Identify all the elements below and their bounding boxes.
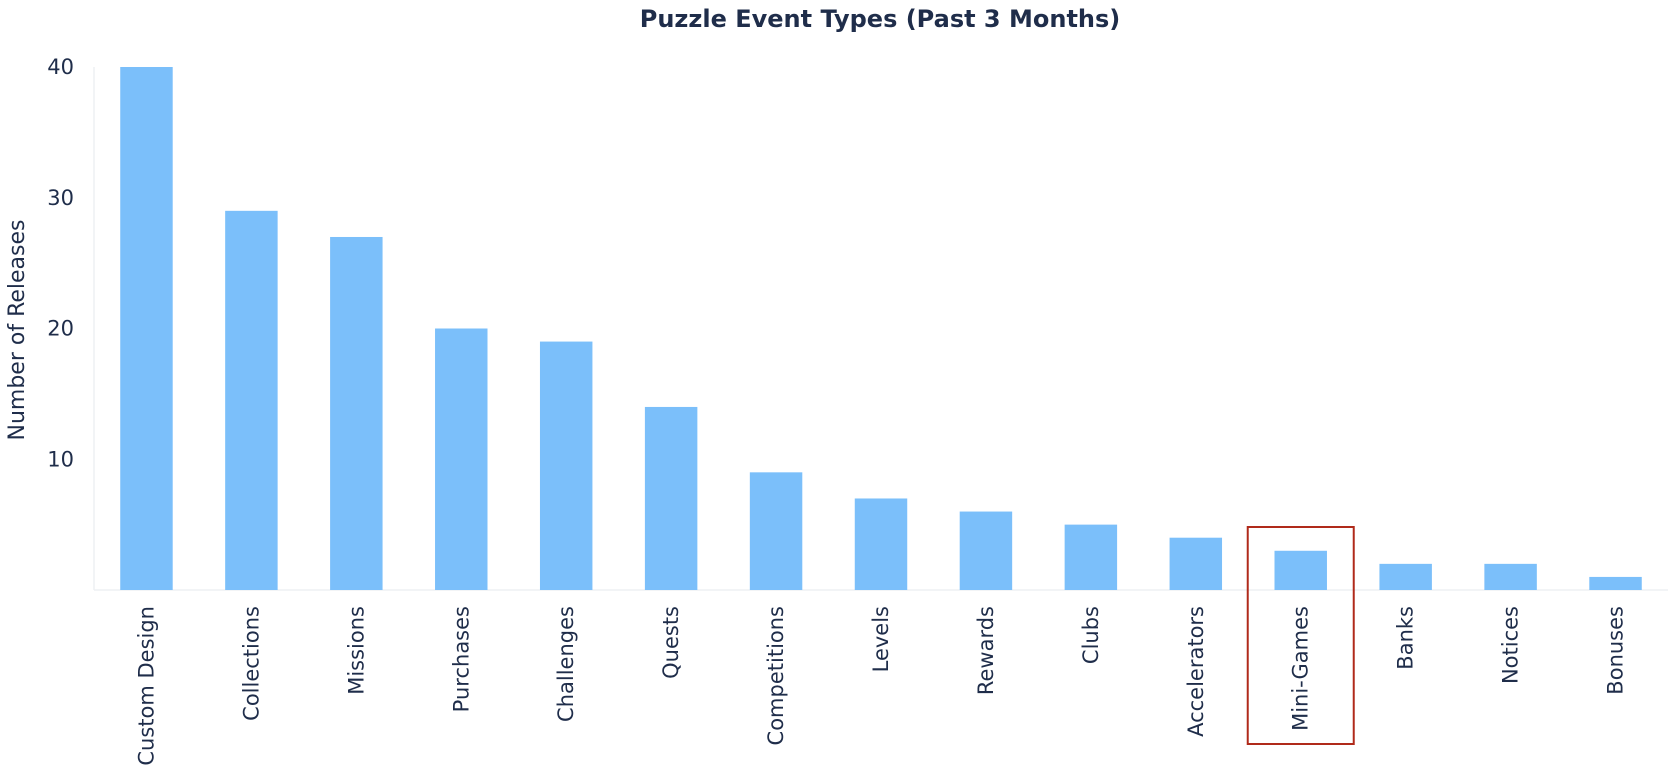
- bar: [1379, 563, 1432, 590]
- x-tick-label: Rewards: [974, 606, 998, 695]
- bar: [644, 406, 698, 590]
- bar: [959, 511, 1013, 590]
- x-tick-label: Custom Design: [134, 606, 158, 766]
- category-labels: Custom Design Collections Missions Purchase…: [134, 606, 1627, 766]
- y-tick-label: 30: [47, 186, 74, 210]
- y-tick-label: 40: [47, 55, 74, 79]
- x-tick-label: Notices: [1499, 606, 1523, 684]
- highlight-box: [1246, 526, 1355, 745]
- x-tick-label: Levels: [869, 606, 893, 672]
- bar: [120, 67, 173, 590]
- y-axis-label: Number of Releases: [5, 220, 30, 441]
- y-axis-ticks: 10 20 30 40: [47, 55, 74, 471]
- bar: [225, 210, 278, 590]
- x-tick-label: Challenges: [554, 606, 578, 722]
- y-tick-label: 20: [47, 317, 74, 341]
- bar: [1274, 550, 1327, 590]
- x-tick-label: Missions: [344, 606, 368, 695]
- x-tick-label: Quests: [659, 606, 683, 679]
- bars: [120, 67, 1642, 590]
- y-tick-label: 10: [47, 447, 74, 471]
- bar: [539, 341, 593, 590]
- x-tick-label: Competitions: [764, 606, 788, 745]
- bar: [330, 236, 383, 590]
- bar: [435, 328, 488, 590]
- bar: [749, 472, 803, 590]
- x-tick-label: Banks: [1394, 606, 1418, 670]
- chart-title: Puzzle Event Types (Past 3 Months): [640, 5, 1121, 33]
- bar: [1589, 576, 1642, 590]
- x-tick-label: Accelerators: [1184, 606, 1208, 737]
- x-tick-label: Bonuses: [1604, 606, 1628, 695]
- bar: [1064, 524, 1118, 590]
- highlight-group: [1246, 526, 1355, 745]
- bar: [1169, 537, 1223, 590]
- x-tick-label: Clubs: [1079, 606, 1103, 664]
- x-tick-label: Purchases: [449, 606, 473, 712]
- x-tick-label: Mini-Games: [1289, 606, 1313, 731]
- bar: [854, 498, 908, 590]
- bar: [1484, 563, 1537, 590]
- x-tick-label: Collections: [239, 606, 263, 721]
